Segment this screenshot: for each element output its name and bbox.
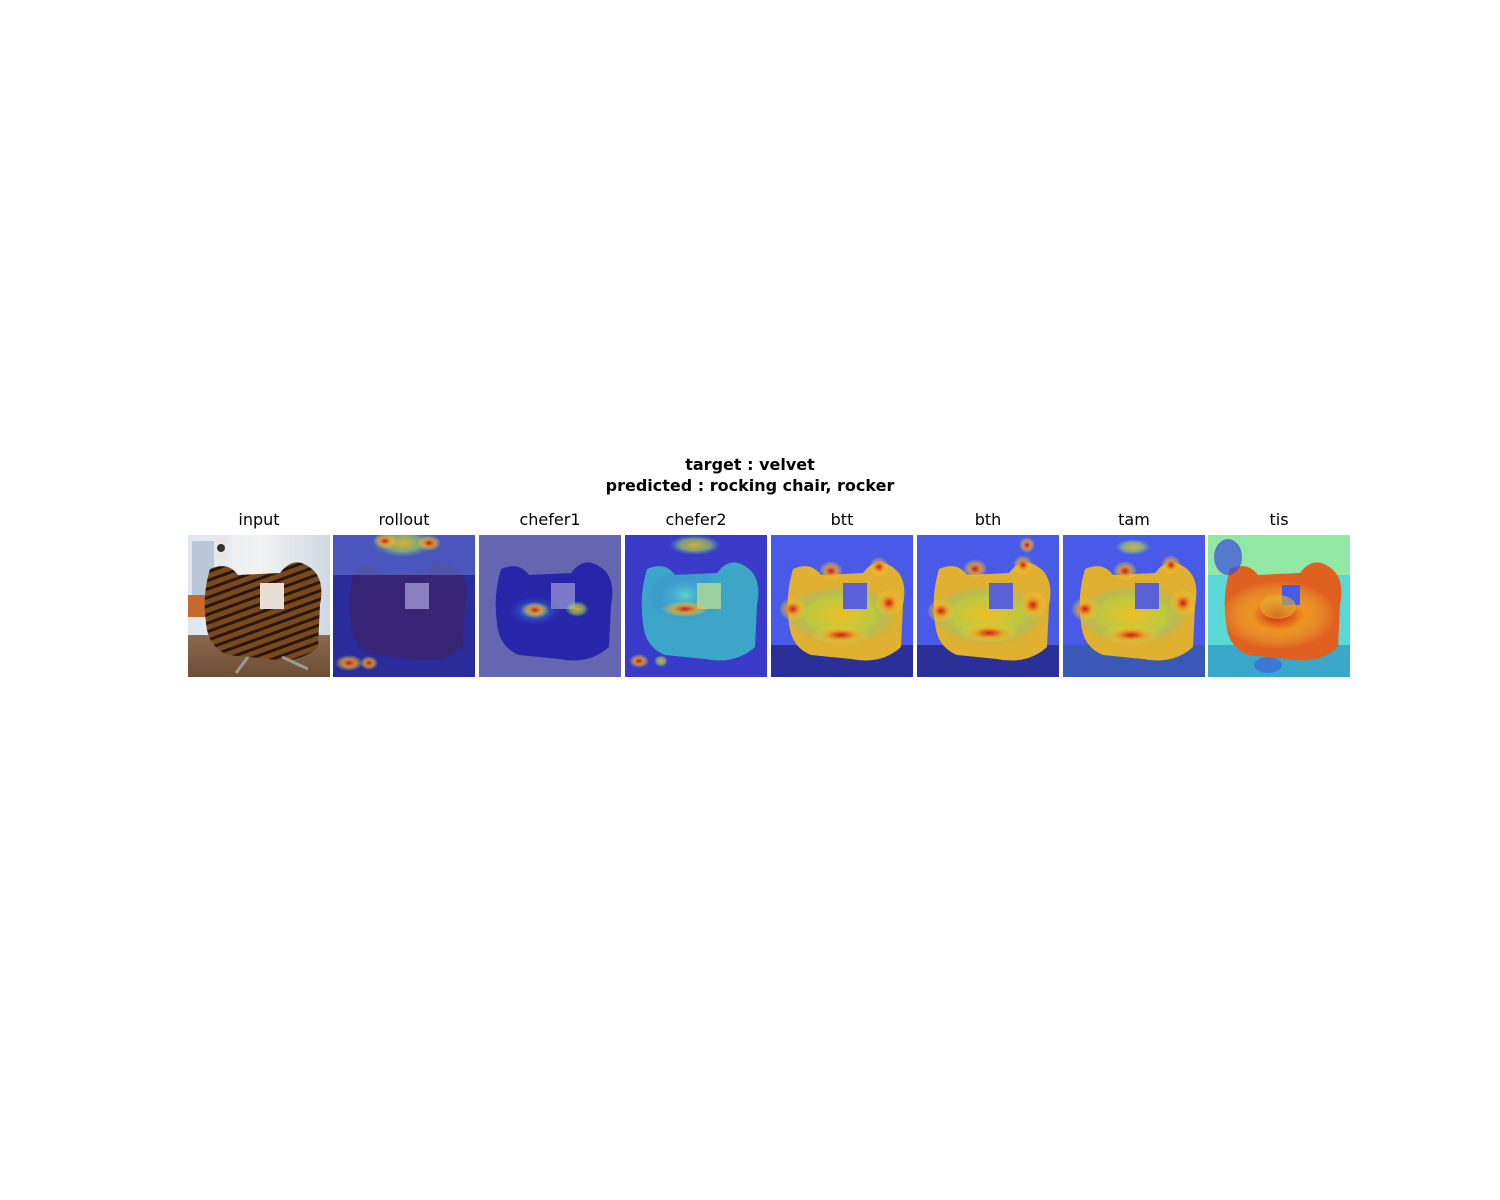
panel-rollout: rollout bbox=[333, 510, 475, 677]
panel-label: btt bbox=[830, 510, 854, 529]
panel-chefer2: chefer2 bbox=[625, 510, 767, 677]
panel-label: tis bbox=[1269, 510, 1289, 529]
heatmap-btt bbox=[771, 535, 913, 677]
panel-input: input bbox=[188, 510, 330, 677]
heatmap-chefer2 bbox=[625, 535, 767, 677]
panel-chefer1: chefer1 bbox=[479, 510, 621, 677]
panel-tis: tis bbox=[1208, 510, 1350, 677]
panel-tam: tam bbox=[1063, 510, 1205, 677]
panel-bth: bth bbox=[917, 510, 1059, 677]
heatmap-tam bbox=[1063, 535, 1205, 677]
panel-label: tam bbox=[1118, 510, 1150, 529]
panel-label: bth bbox=[974, 510, 1002, 529]
heatmap-rollout bbox=[333, 535, 475, 677]
panel-label: rollout bbox=[378, 510, 430, 529]
heatmap-chefer1 bbox=[479, 535, 621, 677]
panel-btt: btt bbox=[771, 510, 913, 677]
panel-label: chefer2 bbox=[665, 510, 727, 529]
photo-armchair bbox=[188, 535, 330, 677]
panel-label: input bbox=[238, 510, 280, 529]
heatmap-tis bbox=[1208, 535, 1350, 677]
figure-title-predicted: predicted : rocking chair, rocker bbox=[605, 476, 895, 495]
heatmap-bth bbox=[917, 535, 1059, 677]
figure-title-target: target : velvet bbox=[685, 455, 815, 474]
panel-label: chefer1 bbox=[519, 510, 581, 529]
